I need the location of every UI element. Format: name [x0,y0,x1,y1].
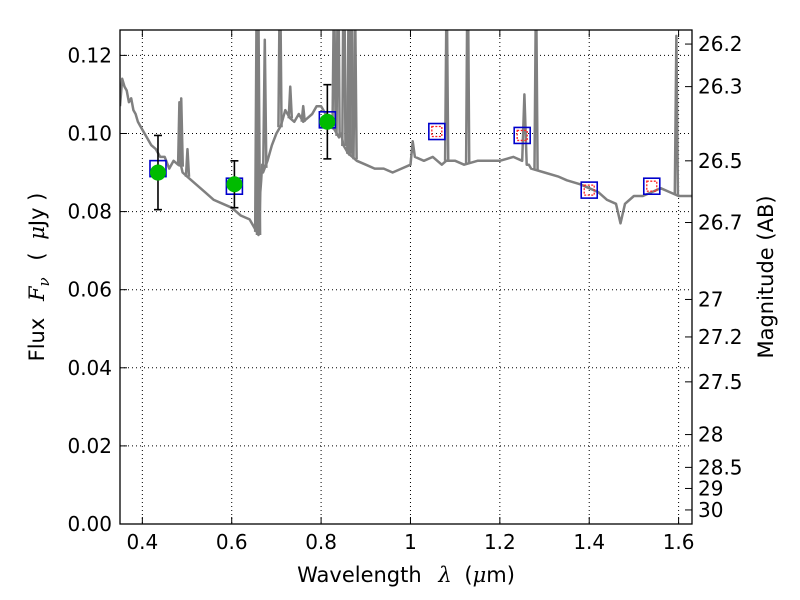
y2-tick-label: 26.2 [698,32,743,56]
x-tick-label: 0.4 [126,530,158,554]
x-tick-labels: 0.4 0.6 0.8 1 1.2 1.4 1.6 [126,530,694,554]
upper-limit-square [583,184,595,196]
emission-line-spike [443,30,450,161]
axis-ticks [120,30,692,525]
y-axis-label-unit-symbol: μ [25,226,49,240]
plot-frame [119,29,693,525]
y-axis-label-text: Flux [25,318,49,362]
y2-tick-label: 26.3 [698,75,743,99]
model-spectrum-line [120,77,692,237]
y-tick-label: 0.00 [67,512,112,536]
emission-line-spike [533,30,539,171]
emission-line-spike [673,34,680,196]
y2-axis-label: Magnitude (AB) [754,195,778,358]
y-tick-label: 0.02 [67,434,112,458]
model-photometry-square [580,181,599,199]
y2-tick-label: 28 [698,423,723,447]
model-photometry-square [428,122,446,141]
emission-line-spike [341,30,347,146]
y2-tick-label: 30 [698,498,723,522]
y-axis-label-symbol: F [25,285,49,302]
photometry-markers [149,83,661,211]
x-axis-label-text: Wavelength [297,563,422,587]
emission-line-spike [277,30,283,128]
emission-line-spike [331,30,337,130]
y-tick-label: 0.12 [67,43,112,67]
y2-tick-label: 29 [698,476,723,500]
y-tick-label: 0.10 [67,121,112,145]
x-tick-label: 1.6 [663,530,695,554]
emission-line-spike [348,30,354,156]
x-axis-label-unit-open: ( [464,563,472,587]
emission-line-spike [255,30,262,236]
emission-line-spike [287,85,294,119]
upper-limit-square [431,125,443,138]
emission-lines [178,30,680,236]
y-axis-label-unit-rest: Jy ) [25,193,49,229]
y-tick-label: 0.08 [67,200,112,224]
emission-line-spike [178,97,185,167]
y2-tick-label: 26.7 [698,211,743,235]
x-tick-label: 1.4 [573,530,605,554]
emission-line-spike [300,104,307,122]
y2-tick-label: 27.5 [698,370,743,394]
model-photometry-square [513,126,531,145]
observed-photometry-point [226,176,243,193]
x-tick-label: 1 [404,530,417,554]
y-tick-label: 0.04 [67,356,112,380]
x-axis-label-symbol: λ [437,563,451,587]
x-tick-label: 0.8 [305,530,337,554]
emission-line-spike [352,30,358,160]
y2-tick-label: 27.2 [698,325,743,349]
x-axis-label-unit-symbol: μ [473,563,487,587]
emission-line-spike [464,30,471,164]
emission-line-spike [184,147,191,177]
y-axis-label: Flux Fν ( μJy ) [25,193,54,362]
x-tick-label: 0.6 [216,530,248,554]
x-tick-label: 1.2 [484,530,516,554]
emission-line-spike [261,38,268,168]
y2-tick-label: 28.5 [698,455,743,479]
y2-tick-label: 26.5 [698,149,743,173]
emission-line-spike [335,30,341,136]
grid [120,30,692,525]
upper-limit-square [646,180,658,192]
observed-photometry-point [149,164,166,181]
observed-photometry-point [319,113,336,130]
y-tick-label: 0.06 [67,278,112,302]
y-axis-label-unit-open: ( [25,252,49,260]
upper-limit-square [516,129,528,142]
y-tick-labels: 0.00 0.02 0.04 0.06 0.08 0.10 0.12 [67,43,112,536]
model-photometry-square [642,177,661,196]
x-axis-label: Wavelength λ (μm) [297,563,515,587]
x-axis-label-unit-rest: m) [486,563,515,587]
y-axis-label-subscript: ν [35,277,53,286]
y2-tick-label: 27 [698,287,723,311]
